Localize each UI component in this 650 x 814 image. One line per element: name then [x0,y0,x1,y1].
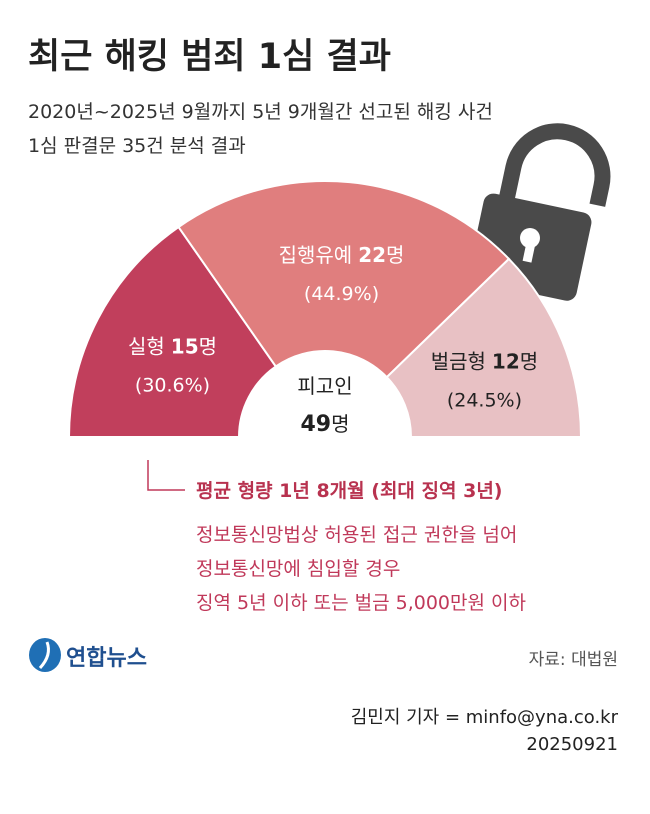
segment [385,257,583,438]
value-label: 15 [171,334,199,358]
center-total: 49명 [300,412,349,437]
title: 최근 해킹 범죄 1심 결과 [28,37,391,77]
byline: 김민지 기자 = minfo@yna.co.kr [351,707,619,728]
annotation-title: 평균 형량 1년 8개월 (최대 징역 3년) [196,480,502,502]
share-label: (44.9%) [304,283,379,305]
segment-label: 실형 15명 [128,334,217,358]
annotation-line [147,460,185,491]
value-label: 22 [358,243,386,267]
logo-text: 연합뉴스 [66,645,147,671]
segment [67,225,278,438]
segment-label: 집행유예 22명 [279,243,405,267]
date: 20250921 [526,734,618,755]
segment-label: 벌금형 12명 [431,349,538,373]
half-donut: 실형 15명(30.6%)집행유예 22명(44.9%)벌금형 12명(24.5%)피… [67,180,583,438]
logo: 연합뉴스 [29,638,147,672]
subtitle: 1심 판결문 35건 분석 결과 [28,135,246,157]
annotation-line-text: 정보통신망에 침입할 경우 [196,558,400,580]
annotation-line-text: 정보통신망법상 허용된 접근 권한을 넘어 [196,524,517,546]
unit-label: 명 [386,243,404,267]
segment [177,180,511,379]
center-label: 피고인 [297,374,352,398]
category-label: 실형 [128,334,165,358]
annotation-line-text: 징역 5년 이하 또는 벌금 5,000만원 이하 [196,592,526,614]
source: 자료: 대법원 [529,650,618,670]
category-label: 집행유예 [279,243,353,267]
unit-label: 명 [199,334,217,358]
share-label: (30.6%) [135,374,210,396]
unit-label: 명 [331,412,349,436]
unit-label: 명 [520,349,538,373]
total-value: 49 [300,412,331,437]
subtitle: 2020년~2025년 9월까지 5년 9개월간 선고된 해킹 사건 [28,101,493,123]
value-label: 12 [492,349,520,373]
share-label: (24.5%) [447,389,522,411]
category-label: 벌금형 [431,349,486,373]
